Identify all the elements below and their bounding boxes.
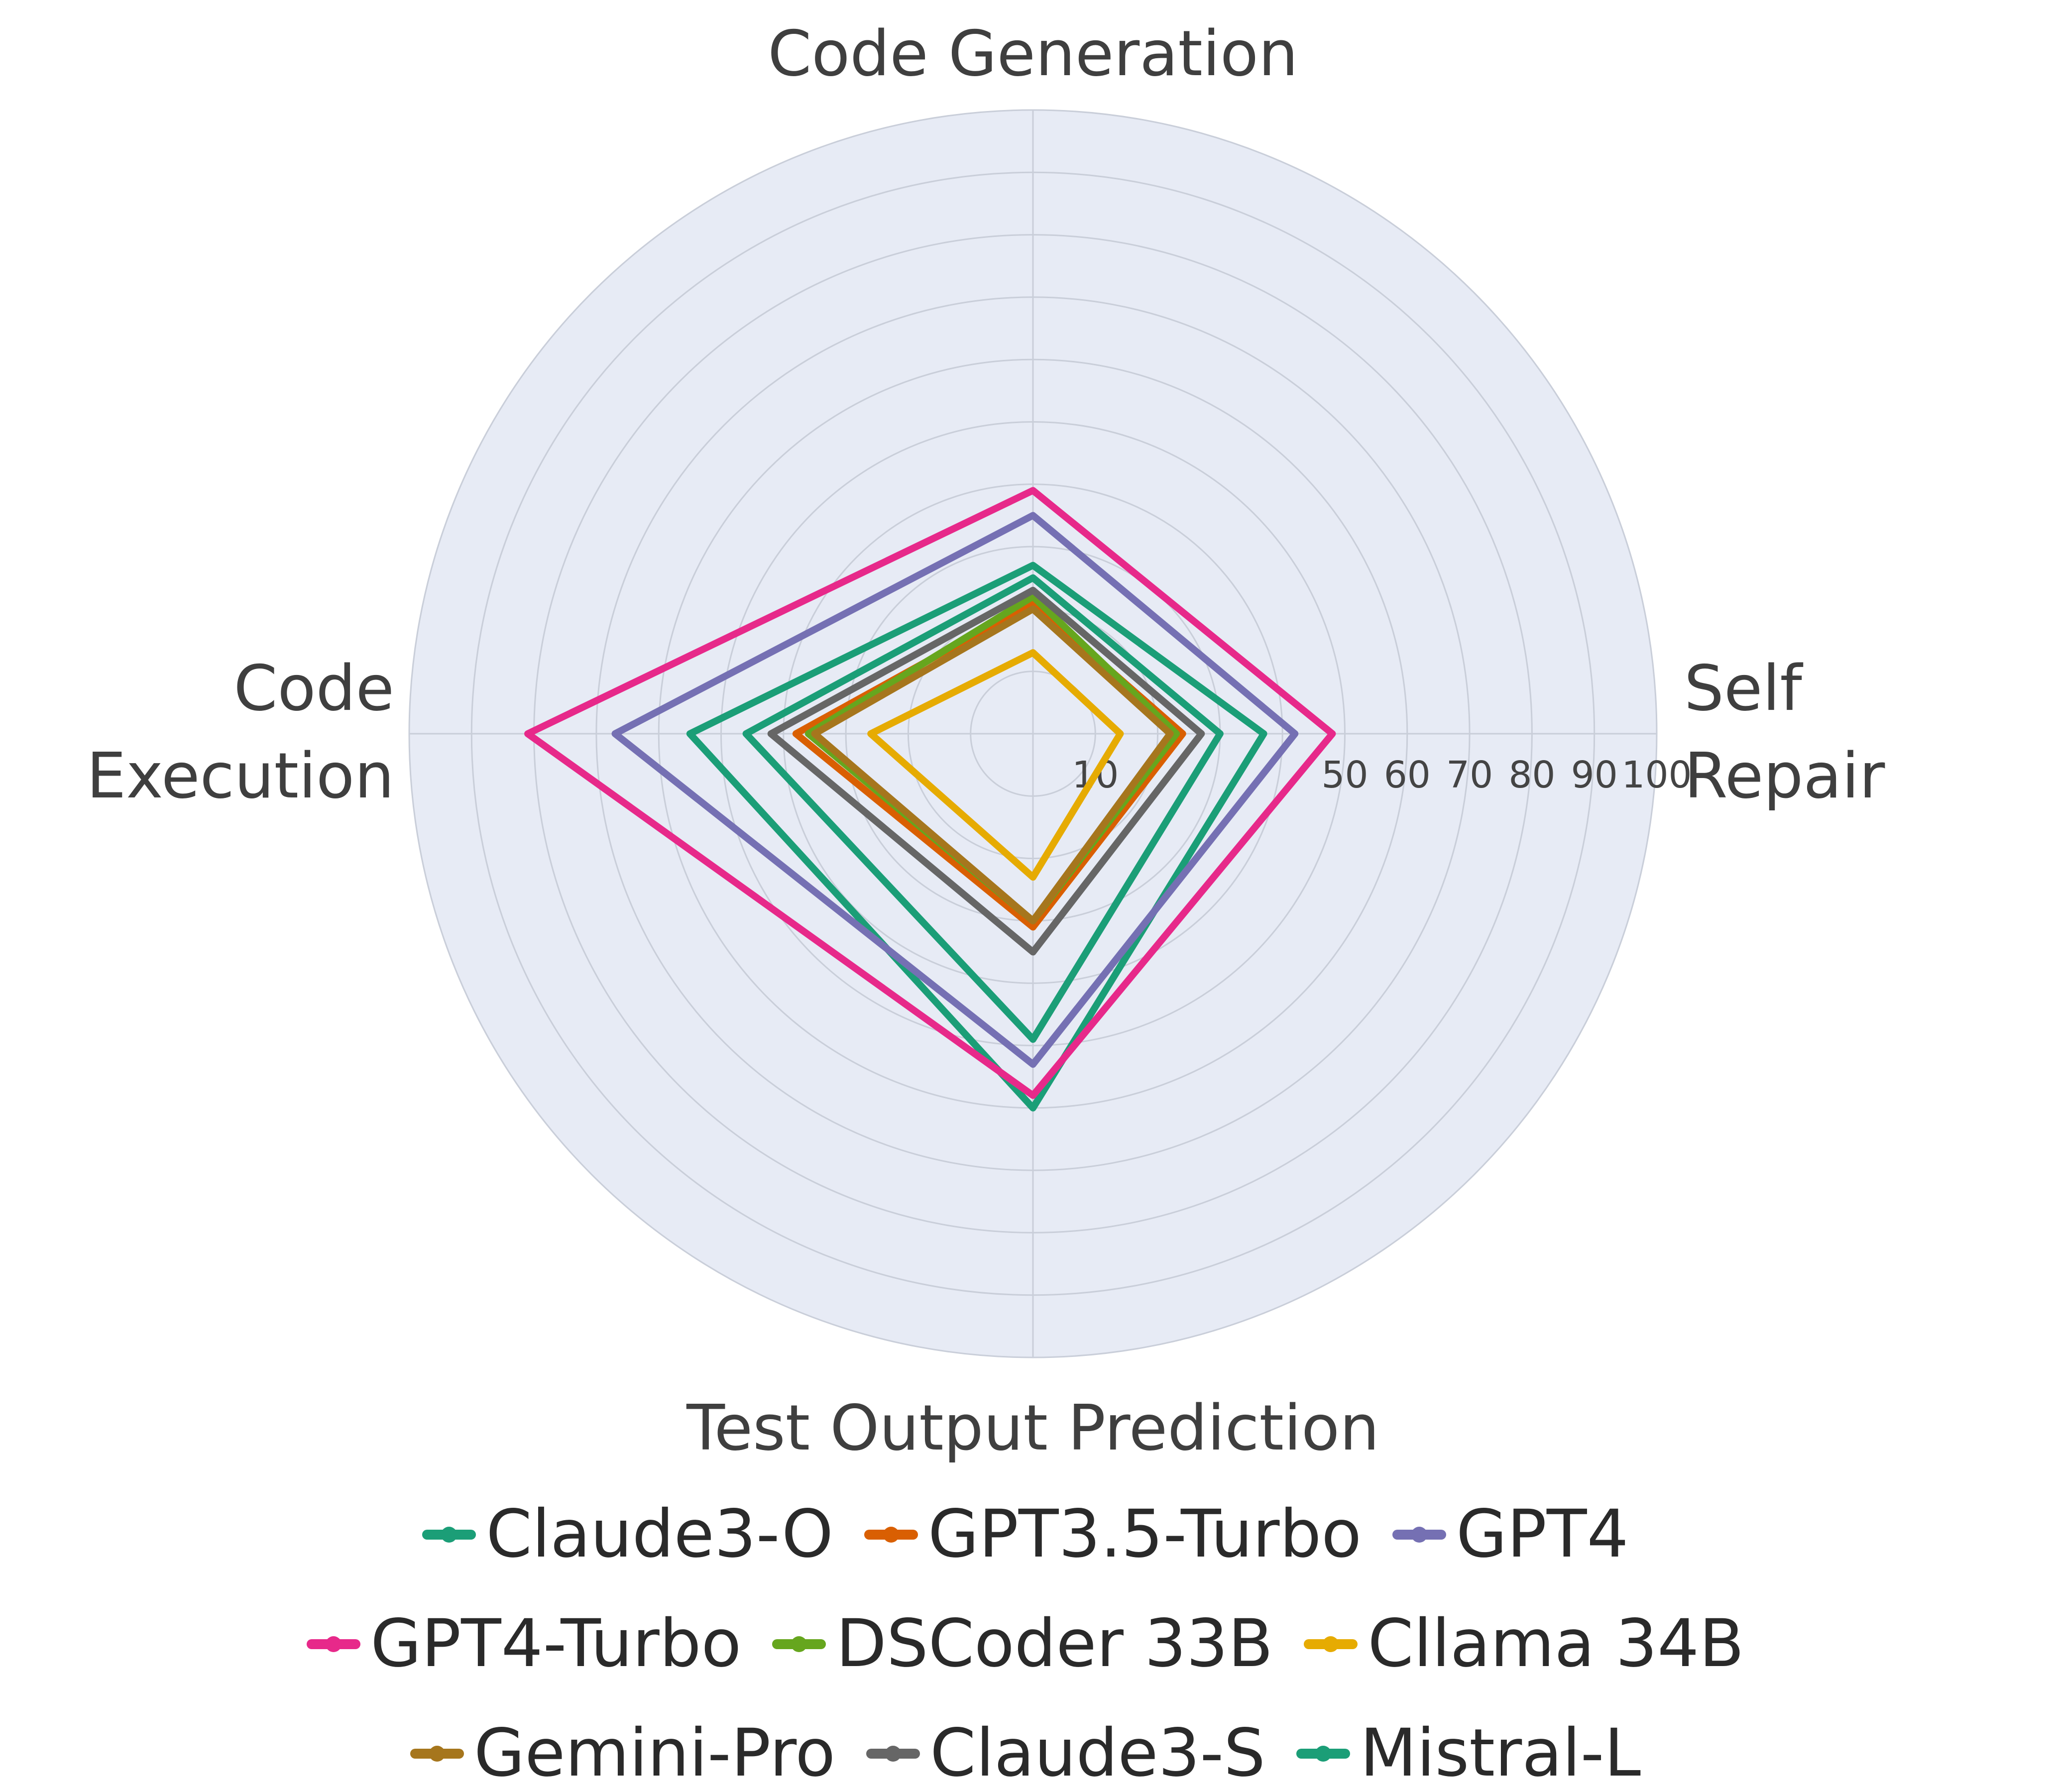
legend-line-swatch [307,1636,361,1652]
legend-label: Claude3-O [486,1496,834,1572]
legend-label: GPT4-Turbo [370,1605,742,1682]
legend-line-swatch [410,1745,464,1762]
legend-marker-dot [1411,1526,1428,1543]
series-mistral-l [742,574,1224,1043]
legend-marker-dot [326,1636,342,1652]
legend-item-dscoder-33b[interactable]: DSCoder 33B [772,1605,1273,1682]
legend-line-swatch [864,1526,918,1543]
axis-title-left: Execution [87,739,394,812]
legend-line-swatch [866,1745,920,1762]
legend-line-swatch [1304,1636,1358,1652]
legend-label: GPT3.5-Turbo [928,1496,1362,1572]
legend-item-cllama-34b[interactable]: Cllama 34B [1304,1605,1744,1682]
legend-item-mistral-l[interactable]: Mistral-L [1296,1717,1641,1790]
legend-label: GPT4 [1456,1496,1629,1572]
legend-line-swatch [1392,1526,1447,1543]
legend-label: DSCoder 33B [836,1605,1273,1682]
legend-row: Gemini-Pro Claude3-S Mistral-L [410,1717,1641,1790]
series-cllama-34b [867,649,1124,881]
legend-item-gpt3-5-turbo[interactable]: GPT3.5-Turbo [864,1498,1362,1570]
legend-label: Cllama 34B [1367,1605,1744,1682]
legend-label: Mistral-L [1360,1715,1641,1792]
legend-item-claude3-s[interactable]: Claude3-S [866,1717,1265,1790]
legend-line-swatch [422,1526,476,1543]
legend-item-claude3-o[interactable]: Claude3-O [422,1498,833,1570]
series-gpt4-turbo [524,487,1336,1099]
series-claude3-o [686,561,1267,1112]
legend-marker-dot [791,1636,807,1652]
radial-tick-label: 100 [1621,754,1692,796]
radial-tick-label: 50 [1321,754,1368,796]
legend-label: Claude3-S [930,1715,1265,1792]
legend-line-swatch [772,1636,826,1652]
legend-marker-dot [1323,1636,1339,1652]
legend-item-gpt4-turbo[interactable]: GPT4-Turbo [307,1605,742,1682]
legend-item-gpt4[interactable]: GPT4 [1392,1498,1629,1570]
series-claude3-s [767,586,1205,956]
axis-title-bottom: Test Output Prediction [686,1391,1379,1464]
legend-line-swatch [1296,1745,1350,1762]
legend-item-gemini-pro[interactable]: Gemini-Pro [410,1717,835,1790]
legend-row: Claude3-O GPT3.5-Turbo GPT4 [422,1498,1629,1570]
legend-marker-dot [429,1745,445,1762]
axis-title-right: Repair [1684,739,1885,812]
radial-tick-label: 90 [1571,754,1618,796]
axis-title-left: Code [233,652,394,725]
radial-tick-label: 60 [1384,754,1431,796]
legend-marker-dot [885,1745,902,1762]
series-gpt4 [611,512,1299,1068]
axis-title-right: Self [1684,652,1804,725]
axis-title-top: Code Generation [768,17,1298,90]
legend-marker-dot [441,1526,457,1543]
radial-tick-label: 70 [1446,754,1493,796]
legend-row: GPT4-Turbo DSCoder 33B Cllama 34B [307,1605,1744,1682]
legend-label: Gemini-Pro [473,1715,836,1792]
radial-tick-label: 80 [1508,754,1555,796]
legend: Claude3-O GPT3.5-Turbo GPT4 GPT4-Turbo DSCod… [0,1498,2051,1790]
legend-marker-dot [1315,1745,1331,1762]
series-gemini-pro [811,605,1174,924]
legend-marker-dot [883,1526,900,1543]
